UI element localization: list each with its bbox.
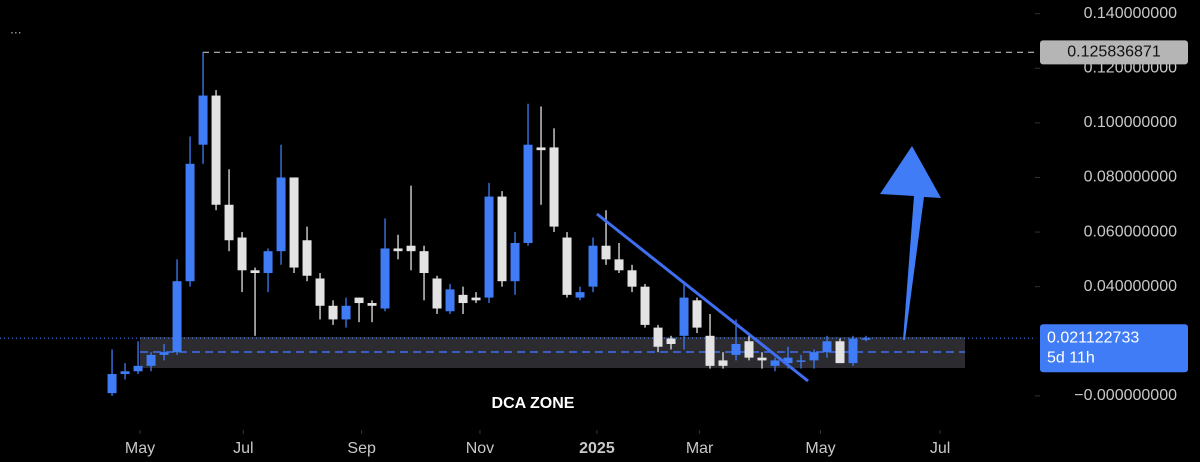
- high-label-box: [1040, 40, 1188, 65]
- candle-body: [796, 360, 806, 362]
- candle-body: [172, 281, 182, 353]
- candle-body: [692, 300, 702, 328]
- candle-body: [445, 289, 455, 312]
- candle-body: [250, 270, 260, 274]
- candle-body: [276, 177, 286, 252]
- candle-body: [237, 237, 247, 271]
- candle-body: [835, 341, 845, 364]
- y-tick-label: 0.040000000: [1084, 278, 1178, 295]
- candle-body: [107, 374, 117, 394]
- candle-body: [133, 365, 143, 372]
- x-tick-label: Jul: [233, 440, 253, 457]
- candle-body: [458, 294, 468, 304]
- candle-body: [627, 270, 637, 287]
- candle-body: [549, 147, 559, 227]
- x-tick-label: Mar: [686, 440, 714, 457]
- candle-body: [497, 196, 507, 282]
- candle-body: [393, 248, 403, 252]
- candle-body: [120, 371, 130, 375]
- annotation: DCA ZONE: [492, 395, 575, 412]
- candle-body: [757, 357, 767, 361]
- y-tick-label: 0.080000000: [1084, 169, 1178, 186]
- candle-body: [471, 297, 481, 301]
- candle-body: [861, 338, 871, 340]
- high-label: 0.125836871: [1067, 44, 1161, 61]
- candle-body: [679, 297, 689, 336]
- candle-body: [523, 144, 533, 243]
- trend-line: [596, 212, 809, 383]
- candle-body: [341, 305, 351, 320]
- y-tick-label: 0.100000000: [1084, 114, 1178, 131]
- countdown: 5d 11h: [1047, 349, 1095, 366]
- candle-body: [185, 163, 195, 282]
- candle-body: [146, 354, 156, 366]
- candle-body: [224, 204, 234, 241]
- candle-body: [211, 95, 221, 205]
- candle-body: [770, 360, 780, 366]
- candle-body: [783, 357, 793, 364]
- menu[interactable]: ...: [10, 21, 22, 37]
- candle-body: [614, 259, 624, 271]
- x-tick-label: Sep: [347, 440, 376, 457]
- candle-body: [575, 292, 585, 298]
- x-tick-label: 2025: [579, 440, 615, 457]
- candle-body: [367, 303, 377, 306]
- x-tick-label: May: [125, 440, 155, 457]
- candle-body: [744, 341, 754, 358]
- y-tick-label: 0.140000000: [1084, 5, 1178, 22]
- price-labels: 0.125836871 0.021122733 5d 11h: [1040, 40, 1188, 373]
- x-tick-label: Jul: [930, 440, 950, 457]
- last-label-box: [1040, 324, 1188, 373]
- candle-body: [640, 286, 650, 325]
- axes: 0.1400000000.1200000000.1000000000.08000…: [125, 5, 1177, 457]
- candle-body: [419, 251, 429, 274]
- candle-body: [588, 245, 598, 287]
- candle-body: [601, 245, 611, 260]
- x-tick-label: Nov: [466, 440, 494, 457]
- candle-body: [562, 237, 572, 295]
- x-tick-label: May: [805, 440, 835, 457]
- candle-body: [328, 305, 338, 320]
- candle-body: [406, 245, 416, 252]
- candle-body: [263, 251, 273, 274]
- candle-body: [718, 360, 728, 366]
- candle-body: [731, 344, 741, 355]
- last-label: 0.021122733: [1047, 329, 1139, 346]
- candle-body: [510, 242, 520, 282]
- candle-body: [354, 297, 364, 304]
- candle-body: [159, 352, 169, 355]
- candle-body: [315, 278, 325, 306]
- up-arrow: [880, 146, 941, 340]
- candle-body: [289, 177, 299, 268]
- candle-body: [536, 147, 546, 151]
- candle-body: [848, 338, 858, 364]
- candle-body: [302, 240, 312, 276]
- candle-body: [705, 335, 715, 366]
- candle-body: [380, 248, 390, 309]
- candle-body: [666, 338, 676, 344]
- candle-body: [809, 352, 819, 361]
- candle-body: [198, 95, 208, 145]
- candle-body: [432, 278, 442, 309]
- candles: [107, 51, 871, 396]
- candle-body: [653, 327, 663, 347]
- candle-body: [484, 196, 494, 298]
- y-tick-label: 0.060000000: [1084, 223, 1178, 240]
- candle-body: [822, 341, 832, 353]
- y-tick-label: −0.000000000: [1074, 387, 1177, 404]
